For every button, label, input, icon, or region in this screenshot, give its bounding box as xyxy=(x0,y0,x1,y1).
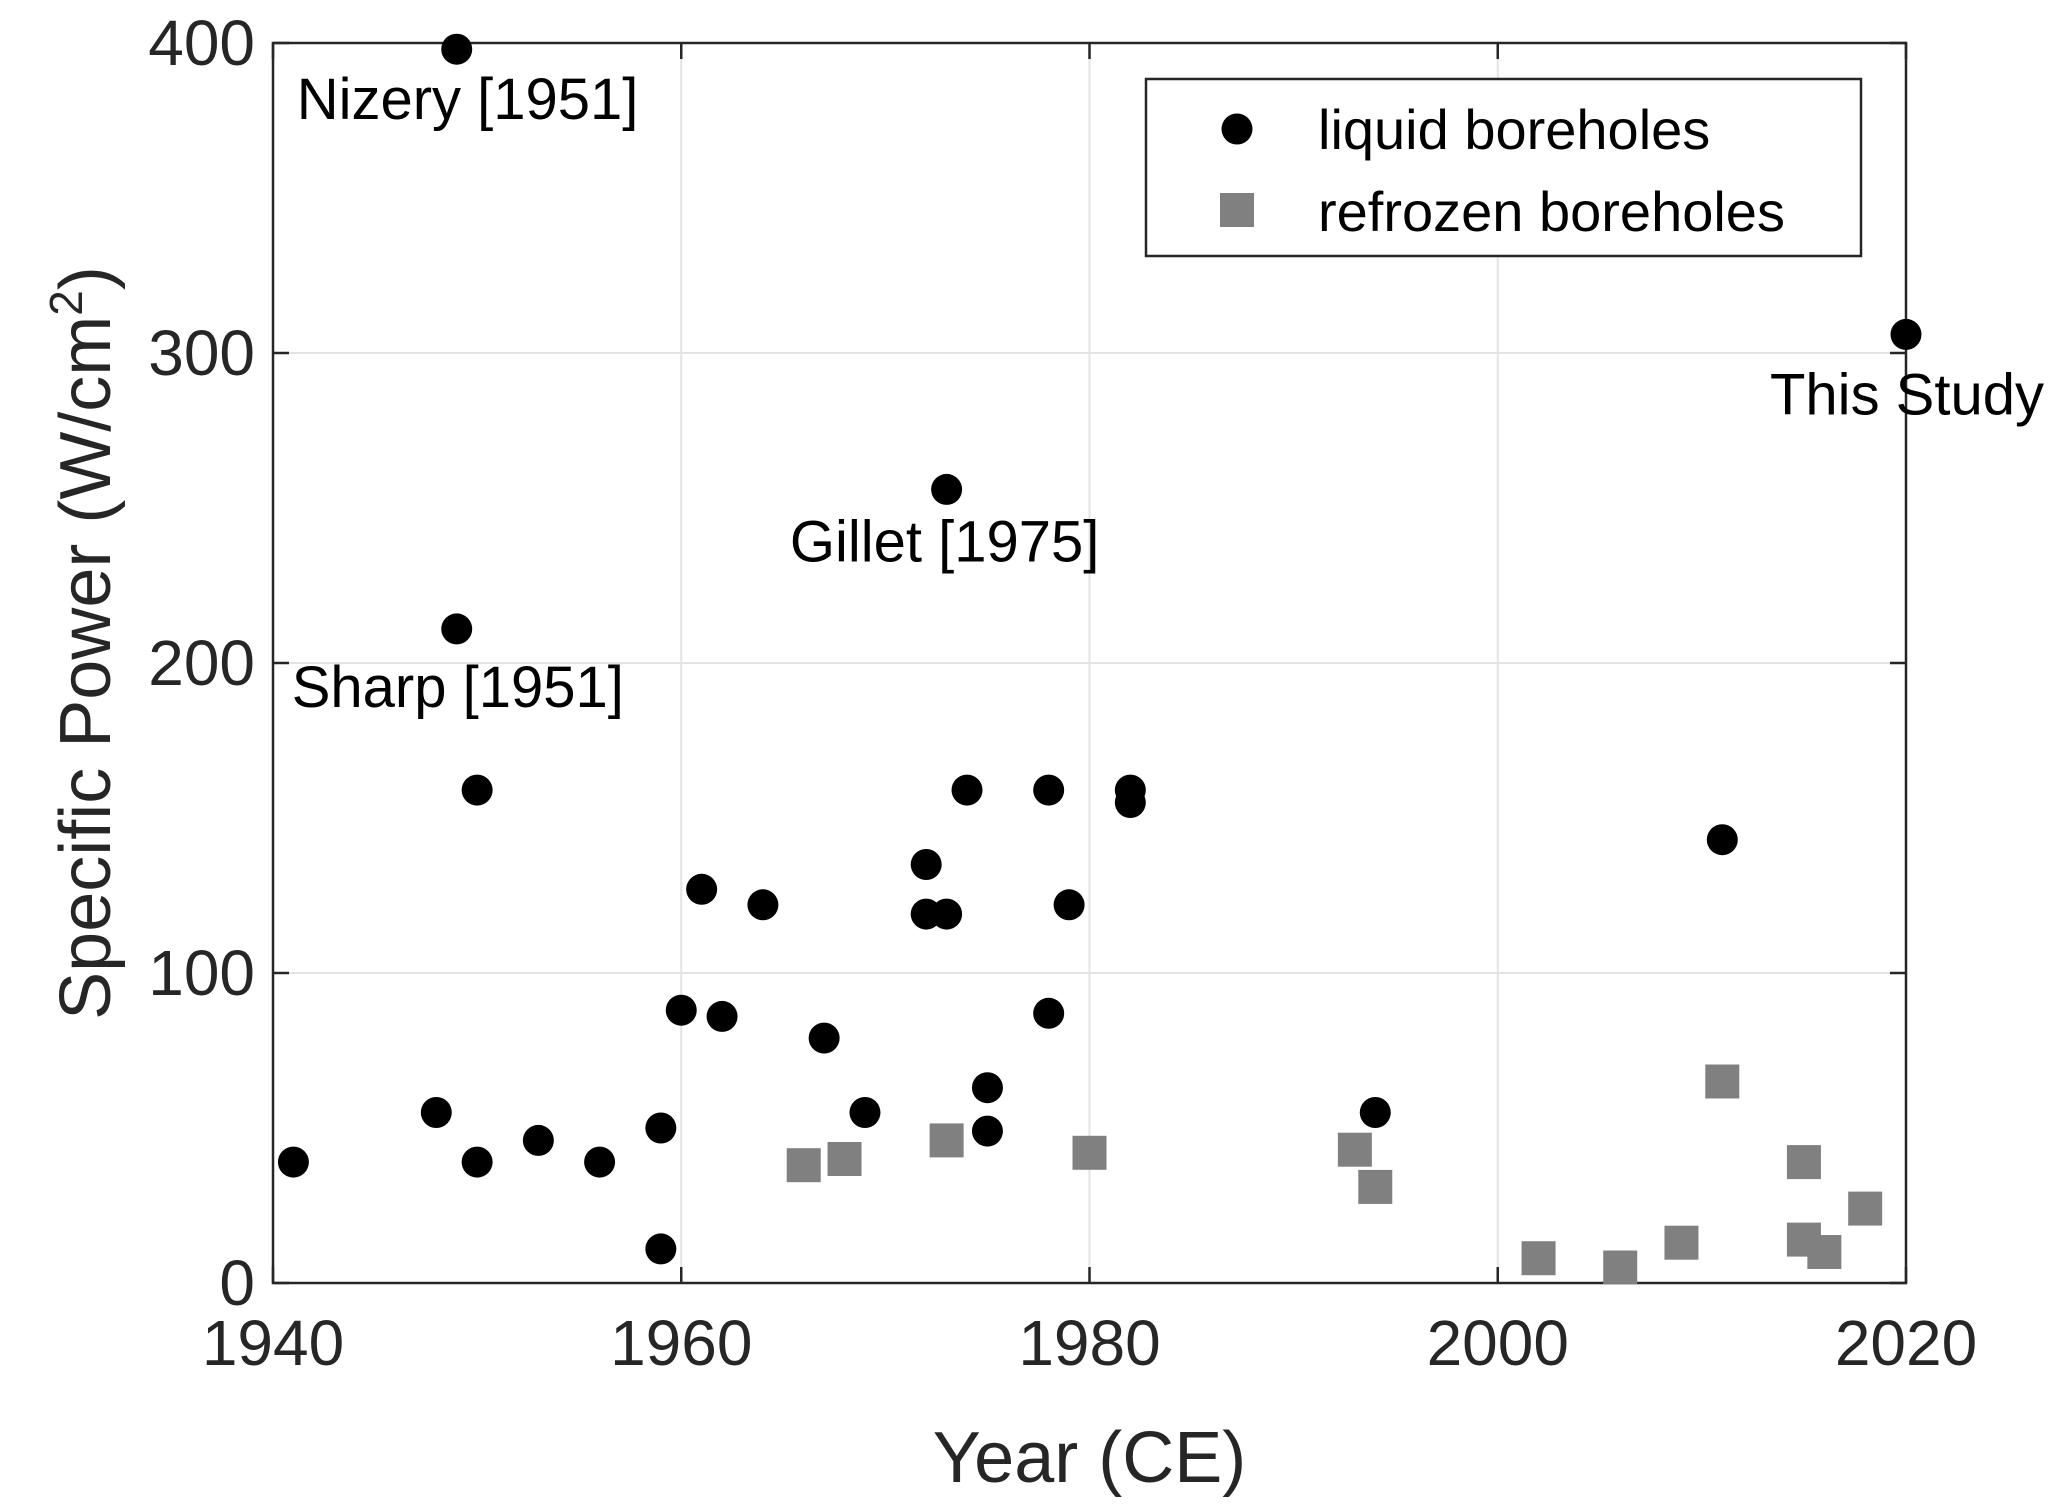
annotation-this-study: This Study xyxy=(1770,362,2044,427)
liquid-borehole-point xyxy=(1706,824,1738,856)
liquid-borehole-point xyxy=(931,473,963,505)
refrozen-borehole-point xyxy=(1358,1169,1393,1204)
axis-ticks: 1940 1960 1980 2000 2020 0 100 200 300 400 xyxy=(148,7,1977,1379)
refrozen-borehole-point xyxy=(929,1123,964,1158)
legend-label-refrozen: refrozen boreholes xyxy=(1318,180,1785,243)
annotation-gillet: Gillet [1975] xyxy=(790,509,1100,574)
liquid-borehole-point xyxy=(665,994,697,1026)
liquid-borehole-point xyxy=(808,1022,840,1054)
y-axis-label: Specific Power (W/cm2) xyxy=(40,266,126,1020)
y-tick-label: 100 xyxy=(148,937,255,1009)
annotation-nizery: Nizery [1951] xyxy=(297,67,639,132)
refrozen-borehole-point xyxy=(1786,1145,1821,1180)
refrozen-borehole-point xyxy=(1664,1225,1699,1260)
legend-marker-liquid xyxy=(1221,113,1253,145)
annotation-sharp: Sharp [1951] xyxy=(292,655,624,720)
legend-label-liquid: liquid boreholes xyxy=(1318,98,1710,161)
liquid-borehole-point xyxy=(1359,1097,1391,1128)
liquid-borehole-point xyxy=(441,33,473,65)
data-points xyxy=(277,33,1922,1285)
liquid-borehole-point xyxy=(1033,774,1065,806)
y-tick-label: 300 xyxy=(148,317,255,389)
liquid-borehole-point xyxy=(1890,318,1922,350)
liquid-borehole-point xyxy=(971,1115,1003,1147)
x-axis-label: Year (CE) xyxy=(933,1418,1246,1498)
y-tick-label: 400 xyxy=(148,7,255,79)
liquid-borehole-point xyxy=(931,898,963,930)
refrozen-borehole-point xyxy=(1705,1064,1740,1099)
y-tick-label: 0 xyxy=(219,1247,255,1319)
liquid-borehole-point xyxy=(910,849,942,880)
liquid-borehole-point xyxy=(971,1072,1003,1104)
liquid-borehole-point xyxy=(706,1000,738,1032)
liquid-borehole-point xyxy=(522,1124,554,1156)
liquid-borehole-point xyxy=(645,1112,677,1144)
annotations: Nizery [1951] Sharp [1951] Gillet [1975]… xyxy=(292,67,2044,720)
liquid-borehole-point xyxy=(686,873,718,905)
legend-box xyxy=(1144,77,1863,258)
refrozen-borehole-point xyxy=(1072,1135,1107,1170)
y-axis-label-main: Specific Power (W/cm xyxy=(46,316,126,1020)
refrozen-borehole-point xyxy=(827,1142,862,1176)
refrozen-borehole-point xyxy=(1521,1241,1556,1276)
y-tick-label: 200 xyxy=(148,627,255,699)
liquid-borehole-point xyxy=(747,889,779,921)
liquid-borehole-point xyxy=(461,1146,493,1178)
liquid-borehole-point xyxy=(441,613,473,645)
x-tick-label: 2020 xyxy=(1835,1307,1977,1379)
y-axis-label-superscript: 2 xyxy=(40,290,92,316)
liquid-borehole-point xyxy=(645,1233,677,1265)
legend: liquid boreholes refrozen boreholes xyxy=(1144,77,1863,258)
refrozen-borehole-point xyxy=(1603,1250,1638,1285)
legend-marker-refrozen xyxy=(1220,193,1254,227)
y-axis-label-close: ) xyxy=(46,266,126,290)
liquid-borehole-point xyxy=(1053,889,1085,921)
refrozen-borehole-point xyxy=(1848,1191,1883,1226)
liquid-borehole-point xyxy=(951,774,983,806)
liquid-borehole-point xyxy=(1114,787,1146,818)
x-tick-label: 1940 xyxy=(202,1307,344,1379)
liquid-borehole-point xyxy=(420,1097,452,1128)
x-tick-label: 2000 xyxy=(1427,1307,1569,1379)
liquid-borehole-point xyxy=(1033,997,1065,1029)
refrozen-borehole-point xyxy=(1337,1132,1372,1167)
liquid-borehole-point xyxy=(584,1146,616,1178)
liquid-borehole-point xyxy=(277,1146,309,1178)
liquid-borehole-point xyxy=(461,774,493,806)
refrozen-borehole-point xyxy=(786,1148,821,1183)
refrozen-borehole-point xyxy=(1807,1235,1842,1269)
x-tick-label: 1960 xyxy=(610,1307,752,1379)
liquid-borehole-point xyxy=(849,1097,881,1128)
x-tick-label: 1980 xyxy=(1018,1307,1160,1379)
